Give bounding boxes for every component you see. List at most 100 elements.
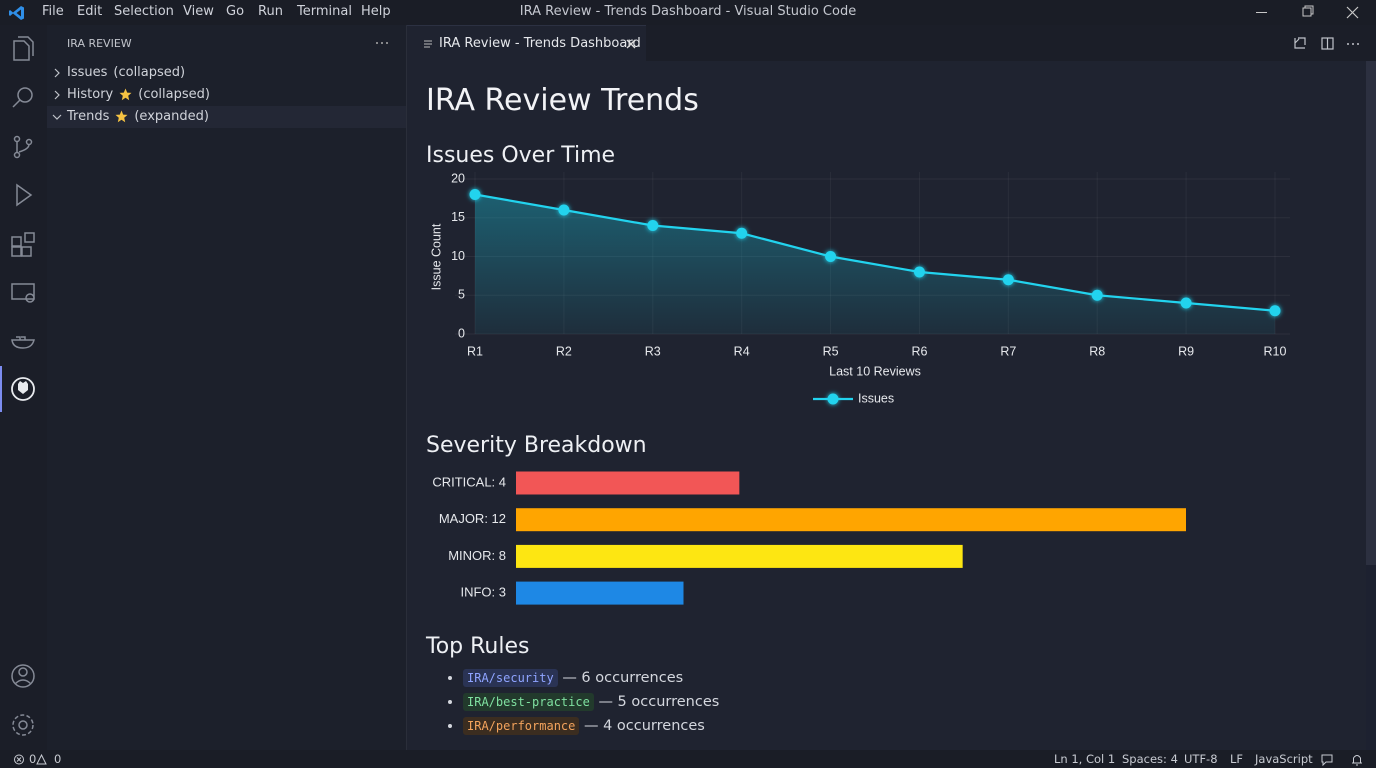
x-tick-label: R8 xyxy=(1089,344,1105,358)
menu-item[interactable]: Edit xyxy=(77,4,103,19)
activity-icons[interactable] xyxy=(0,25,47,750)
bar xyxy=(516,508,1186,532)
chevron-path xyxy=(54,68,60,78)
y-tick-label: 15 xyxy=(451,210,465,224)
rules-list: IRA/security — 6 occurrencesIRA/best-pra… xyxy=(445,666,719,738)
legend-label: Issues xyxy=(858,391,894,405)
point xyxy=(558,204,570,216)
charts: 0 5 10 15 20 R1 R2 R3 R4 R5 R6 R7 R8 R9 R10 Last 10 Rev… xyxy=(429,171,1290,605)
menu-item[interactable]: Run xyxy=(258,4,283,19)
editor: IRA Review Trends Issues Over Time Sever… xyxy=(407,61,1366,750)
file-icon xyxy=(424,40,432,48)
legend-marker xyxy=(827,393,839,405)
warning-count[interactable]: 0 xyxy=(54,752,62,766)
rule-count: — 4 occurrences xyxy=(583,718,705,734)
menu-item[interactable]: View xyxy=(183,4,214,19)
point xyxy=(469,189,481,200)
point xyxy=(1002,274,1014,286)
bar-label: MAJOR: 12 xyxy=(439,511,506,526)
star xyxy=(119,88,132,101)
app-icon xyxy=(9,6,24,20)
more-actions[interactable] xyxy=(375,40,391,46)
menu-item[interactable]: File xyxy=(42,4,64,19)
menu-item[interactable]: Help xyxy=(361,4,391,19)
status-icons[interactable] xyxy=(1320,753,1365,766)
tree-state: (expanded) xyxy=(134,109,209,124)
point xyxy=(913,266,925,278)
window-controls[interactable] xyxy=(1240,0,1376,25)
x-tick-label: R9 xyxy=(1178,344,1194,358)
sidebar-title: IRA REVIEW xyxy=(67,37,132,50)
chevron xyxy=(52,114,62,120)
y-tick-label: 10 xyxy=(451,249,465,263)
scrollbar-thumb[interactable] xyxy=(1366,61,1376,565)
rule-code: IRA/performance xyxy=(463,717,580,735)
point xyxy=(736,227,748,239)
chevron xyxy=(54,68,60,78)
tree-label: Issues xyxy=(67,65,108,80)
tree-label: Trends xyxy=(67,109,110,124)
x-tick-label: R10 xyxy=(1264,344,1287,358)
menu-item[interactable]: Terminal xyxy=(297,4,352,19)
x-tick-label: R2 xyxy=(556,344,572,358)
star-icon xyxy=(115,110,128,123)
chevron xyxy=(54,90,60,100)
point xyxy=(1091,289,1103,301)
y-tick-label: 0 xyxy=(458,326,465,340)
status-item[interactable]: Spaces: 4 xyxy=(1122,752,1178,766)
editor-actions[interactable] xyxy=(1292,35,1372,53)
bar xyxy=(516,544,963,568)
bar-label: CRITICAL: 4 xyxy=(432,474,506,489)
menu-item[interactable]: Selection xyxy=(114,4,174,19)
y-tick-label: 20 xyxy=(451,171,465,185)
section-title: Top Rules xyxy=(426,634,530,659)
status-item[interactable]: LF xyxy=(1230,752,1244,766)
bar-label: MINOR: 8 xyxy=(448,548,506,563)
status-item[interactable]: JavaScript xyxy=(1255,752,1313,766)
tab-label: IRA Review - Trends Dashboard xyxy=(439,36,641,51)
chart-title: Severity Breakdown xyxy=(426,433,647,458)
tree-state: (collapsed) xyxy=(138,87,210,102)
status-item[interactable]: Ln 1, Col 1 xyxy=(1054,752,1116,766)
editor-tab[interactable]: IRA Review - Trends Dashboard xyxy=(407,25,646,62)
rule-count: — 5 occurrences xyxy=(598,694,720,710)
chevron-path xyxy=(54,90,60,100)
status-bar: 0 0 Ln 1, Col 1 Spaces: 4 UTF-8 LF JavaScrip… xyxy=(0,750,1376,768)
rule-item: IRA/security — 6 occurrences xyxy=(463,666,719,690)
tree-item[interactable]: History (collapsed) xyxy=(47,84,406,106)
rule-code: IRA/security xyxy=(463,669,558,687)
rule-count: — 6 occurrences xyxy=(562,670,684,686)
point xyxy=(1269,305,1281,317)
x-tick-label: R3 xyxy=(645,344,661,358)
tree-label: History xyxy=(67,87,114,102)
x-tick-label: R6 xyxy=(911,344,927,358)
problem-icons xyxy=(14,754,47,765)
chevron-path xyxy=(52,114,62,120)
close-tab[interactable] xyxy=(626,39,636,49)
star-icon xyxy=(119,88,132,101)
x-tick-label: R5 xyxy=(823,344,839,358)
x-tick-label: R4 xyxy=(734,344,750,358)
chart-title: Issues Over Time xyxy=(426,143,616,168)
error-count[interactable]: 0 xyxy=(29,752,37,766)
point xyxy=(1180,297,1192,309)
tree-item[interactable]: Issues (collapsed) xyxy=(47,62,406,84)
tab-bar: IRA Review - Trends Dashboard xyxy=(407,25,1376,62)
tree-item[interactable]: Trends (expanded) xyxy=(47,106,406,128)
point xyxy=(825,251,837,262)
rule-item: IRA/performance — 4 occurrences xyxy=(463,714,719,738)
menu-item[interactable]: Go xyxy=(226,4,245,19)
window-title: IRA Review - Trends Dashboard - Visual S… xyxy=(519,4,857,19)
page-title: IRA Review Trends xyxy=(426,83,699,118)
rule-item: IRA/best-practice — 5 occurrences xyxy=(463,690,719,714)
bar-label: INFO: 3 xyxy=(460,585,506,600)
point xyxy=(647,220,659,231)
x-axis-label: Last 10 Reviews xyxy=(829,364,921,378)
y-tick-label: 5 xyxy=(458,288,465,302)
bar xyxy=(516,471,740,495)
line xyxy=(474,193,1276,312)
y-axis-label: Issue Count xyxy=(429,223,443,290)
status-item[interactable]: UTF-8 xyxy=(1184,752,1218,766)
x-tick-label: R7 xyxy=(1000,344,1016,358)
